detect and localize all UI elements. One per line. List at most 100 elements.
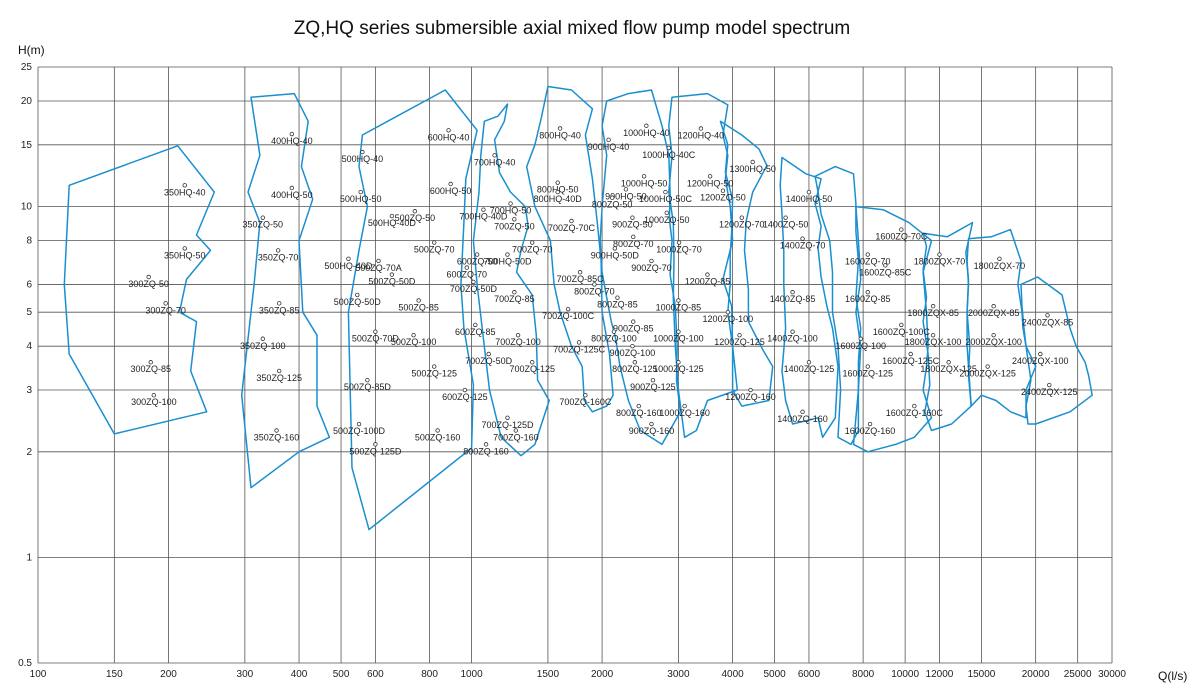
pump-model-point: 500HQ-40D xyxy=(324,256,373,271)
pump-model-point: 1200ZQ-50 xyxy=(700,188,746,203)
pump-model-point: 600ZQ-125 xyxy=(442,387,488,402)
point-label: 300ZQ-70 xyxy=(145,305,186,315)
x-tick-label: 4000 xyxy=(721,669,744,680)
chart-title: ZQ,HQ series submersible axial mixed flo… xyxy=(294,18,850,39)
pump-coverage-region xyxy=(347,89,478,531)
pump-model-point: 900HQ-40 xyxy=(588,137,629,152)
pump-model-point: 500ZQ-100D xyxy=(333,421,386,436)
pump-model-point: 300ZQ-85 xyxy=(130,360,171,374)
pump-regions xyxy=(63,85,1093,531)
point-label: 1000ZQ-50 xyxy=(644,215,690,225)
pump-model-point: 500ZQ-85D xyxy=(344,377,391,392)
data-point-marker xyxy=(615,295,620,300)
pump-model-point: 900ZQ-50 xyxy=(612,215,653,230)
data-point-marker xyxy=(676,329,681,334)
x-tick-label: 30000 xyxy=(1098,669,1126,680)
data-point-marker xyxy=(750,159,755,165)
data-point-marker xyxy=(365,377,370,383)
point-label: 700HQ-40 xyxy=(474,157,516,167)
pump-model-point: 1400ZQ-85 xyxy=(770,290,816,304)
pump-model-point: 350ZQ-125 xyxy=(256,368,302,383)
pump-model-point: 2000ZQX-100 xyxy=(965,332,1022,347)
pump-coverage-region xyxy=(240,92,331,489)
point-label: 800ZQ-160 xyxy=(616,408,662,418)
pump-model-point: 800ZQ-100 xyxy=(591,329,637,344)
pump-model-point: 500HQ-40D xyxy=(368,213,417,228)
data-point-marker xyxy=(739,215,744,220)
data-point-marker xyxy=(806,189,812,195)
pump-coverage-region xyxy=(472,103,550,457)
data-point-marker xyxy=(631,319,636,324)
pump-model-point: 300ZQ-100 xyxy=(131,392,177,407)
data-point-marker xyxy=(555,189,560,195)
pump-model-point: 700ZQ-70C xyxy=(548,218,595,233)
pump-model-point: 700ZQ-125C xyxy=(553,340,606,354)
pump-model-point: 500ZQ-50D xyxy=(334,292,381,307)
data-point-marker xyxy=(569,218,574,224)
point-label: 1300HQ-50 xyxy=(729,164,776,174)
pump-model-point: 1200ZQ-85 xyxy=(685,272,730,287)
point-label: 1000HQ-40 xyxy=(623,128,670,138)
point-label: 1200HQ-40 xyxy=(678,130,725,140)
pump-model-point: 1000HQ-40 xyxy=(623,123,670,138)
data-point-marker xyxy=(930,304,936,309)
pump-model-point: 1000ZQ-160 xyxy=(659,403,710,418)
x-tick-label: 25000 xyxy=(1064,669,1092,680)
pump-model-point: 2400ZQX-125 xyxy=(1021,382,1078,397)
point-label: 700ZQ-85 xyxy=(494,294,535,304)
point-label: 500HQ-40D xyxy=(324,261,373,271)
pump-model-point: 1400HQ-50 xyxy=(786,189,832,204)
point-label: 800ZQ-70 xyxy=(574,286,615,296)
data-point-marker xyxy=(865,364,870,369)
pump-model-point: 1000HQ-50 xyxy=(621,174,667,188)
y-tick-label: 1 xyxy=(26,552,32,563)
data-point-marker xyxy=(705,272,710,277)
data-point-marker xyxy=(163,301,168,306)
data-point-marker xyxy=(908,351,913,357)
pump-model-point: 2000ZQX-125 xyxy=(959,364,1016,379)
data-point-marker xyxy=(1038,351,1043,357)
pump-coverage-region xyxy=(719,120,774,407)
data-point-marker xyxy=(698,126,704,131)
data-point-marker xyxy=(930,332,936,338)
data-point-marker xyxy=(663,189,668,195)
pump-coverage-region xyxy=(525,85,614,413)
point-label: 1600ZQ-100 xyxy=(835,341,886,351)
data-point-marker xyxy=(373,329,378,334)
pump-model-point: 900HQ-50D xyxy=(591,246,639,260)
y-tick-label: 20 xyxy=(21,96,33,107)
data-point-marker xyxy=(435,428,440,433)
point-label: 800ZQ-100 xyxy=(591,334,637,344)
data-point-marker xyxy=(448,181,453,187)
pump-model-point: 700ZQ-160 xyxy=(493,428,539,443)
data-point-marker xyxy=(991,332,996,338)
data-point-marker xyxy=(664,210,669,216)
data-point-marker xyxy=(937,252,942,257)
data-point-marker xyxy=(358,189,363,195)
pump-model-point: 800ZQ-85 xyxy=(597,295,638,310)
point-label: 1000ZQ-160 xyxy=(659,408,710,418)
pump-model-point: 300ZQ-50 xyxy=(128,274,169,289)
pump-model-point: 1800ZQX-70 xyxy=(914,252,965,267)
data-point-marker xyxy=(676,298,681,303)
data-point-marker xyxy=(416,298,421,303)
point-label: 1000ZQ-70 xyxy=(656,245,702,255)
pump-model-point: 800HQ-50 xyxy=(537,180,578,195)
point-label: 500ZQ-70 xyxy=(414,245,455,255)
data-point-marker xyxy=(411,332,416,338)
data-point-marker xyxy=(1045,313,1050,318)
pump-coverage-region xyxy=(966,228,1037,419)
data-point-marker xyxy=(576,340,582,345)
point-label: 500HQ-40D xyxy=(368,218,417,228)
pump-model-point: 500ZQ-100 xyxy=(391,332,436,347)
point-label: 1600ZQ-70 xyxy=(845,257,891,267)
pump-model-point: 700ZQ-160C xyxy=(559,392,612,407)
pump-model-point: 500ZQ-70 xyxy=(414,240,455,255)
point-label: 350ZQ-100 xyxy=(240,341,286,351)
point-label: 1200ZQ-70 xyxy=(719,220,765,230)
pump-model-point: 700ZQ-100C xyxy=(542,306,595,321)
point-label: 350HQ-40 xyxy=(164,187,206,197)
point-label: 1400ZQ-85 xyxy=(770,294,816,304)
pump-model-point: 800HQ-40D xyxy=(534,189,582,204)
data-point-marker xyxy=(985,364,990,369)
